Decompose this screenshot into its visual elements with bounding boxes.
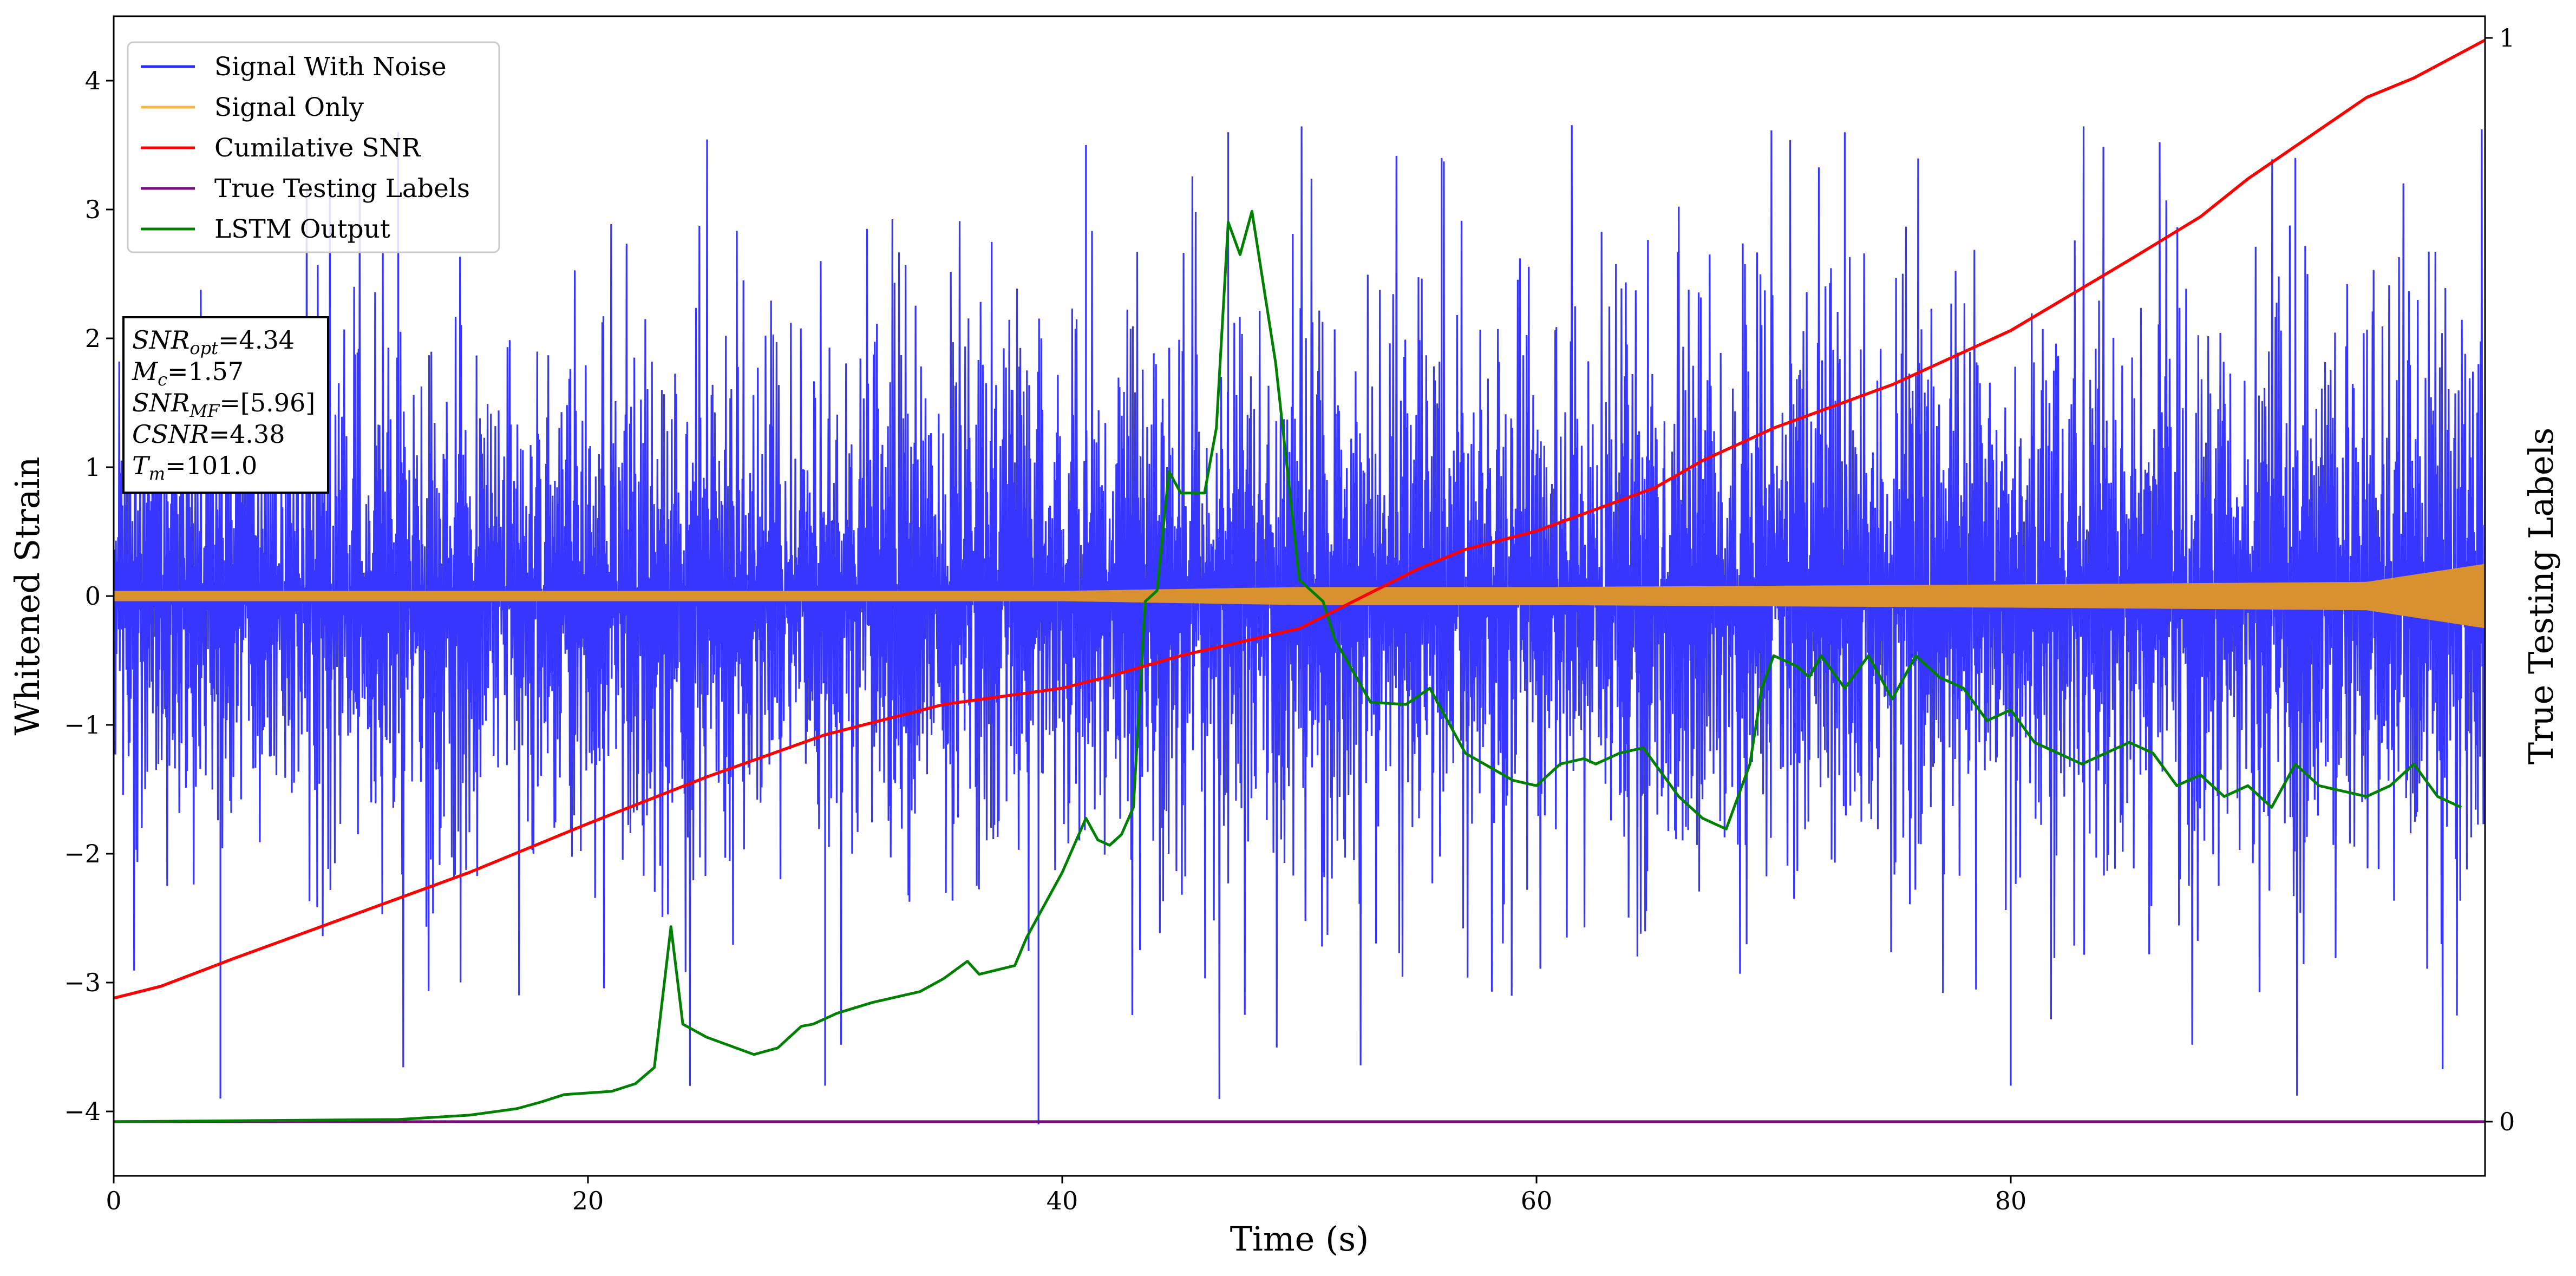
y-tick-label: −1	[64, 710, 101, 740]
series-layer	[114, 38, 2485, 1124]
annotation-line: Tm=101.0	[132, 451, 257, 484]
x-tick-label: 20	[572, 1186, 604, 1215]
annotation-line: SNRMF=[5.96]	[132, 388, 315, 421]
series-cumulative-snr	[114, 38, 2485, 1000]
y-axis-label-right: True Testing Labels	[2521, 428, 2561, 765]
y-tick-label: −3	[64, 968, 101, 997]
legend-label: Signal Only	[214, 93, 364, 122]
legend: Signal With Noise Signal Only Cumilative S…	[127, 41, 500, 253]
x-tick-label: 80	[1995, 1186, 2027, 1215]
annotation-line: CSNR=4.38	[132, 420, 285, 449]
y-tick-label: 2	[85, 324, 101, 353]
x-tick-label: 60	[1521, 1186, 1553, 1215]
legend-label: Cumilative SNR	[214, 133, 421, 163]
x-tick-label: 0	[106, 1186, 121, 1215]
series-signal-with-noise	[114, 125, 2485, 1124]
x-tick-label: 40	[1047, 1186, 1078, 1215]
annotation-line: Mc=1.57	[132, 357, 244, 390]
y-tick-label-right: 1	[2499, 23, 2515, 53]
y-tick-label-right: 0	[2499, 1107, 2515, 1136]
y-tick-label: −4	[64, 1097, 101, 1126]
series-lstm-output	[114, 210, 2462, 1123]
series-signal-only	[114, 564, 2485, 629]
legend-label: True Testing Labels	[214, 174, 470, 204]
legend-frame	[127, 41, 500, 253]
y-tick-label: 3	[85, 195, 101, 224]
legend-label: Signal With Noise	[214, 52, 447, 82]
annotation-line: SNRopt=4.34	[132, 325, 295, 358]
x-axis-label: Time (s)	[1230, 1219, 1369, 1259]
y-tick-label: −2	[64, 839, 101, 868]
y-tick-label: 4	[85, 66, 101, 95]
legend-label: LSTM Output	[214, 214, 390, 244]
y-tick-label: 1	[85, 453, 101, 482]
y-tick-label: 0	[85, 581, 101, 611]
annotation-box: SNRopt=4.34Mc=1.57SNRMF=[5.96]CSNR=4.38T…	[122, 316, 329, 494]
annotation-frame	[122, 316, 329, 494]
y-axis-label: Whitened Strain	[8, 457, 47, 736]
